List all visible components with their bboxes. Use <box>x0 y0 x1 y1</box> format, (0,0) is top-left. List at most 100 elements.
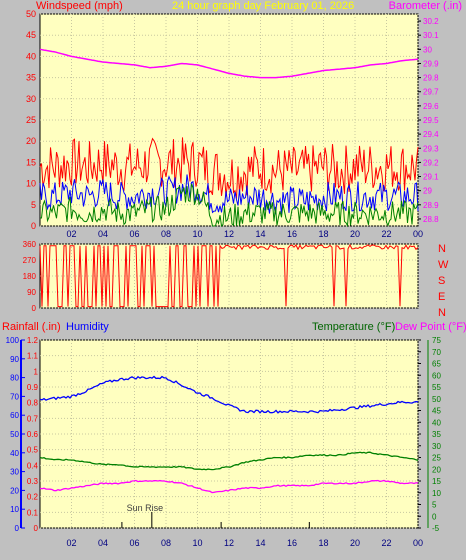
temp-tick-label: 65 <box>432 360 441 369</box>
chart-title: 24 hour graph day February 01, 2026 <box>172 0 354 12</box>
x-tick-label: 16 <box>287 538 297 548</box>
windspeed-tick-label: 20 <box>26 136 36 146</box>
x-tick-label: 02 <box>66 538 76 548</box>
barometer-tick-label: 29.3 <box>423 144 439 153</box>
x-tick-label: 14 <box>255 538 265 548</box>
direction-tick-label: 0 <box>32 304 37 313</box>
x-tick-label: 18 <box>318 229 328 239</box>
rainfall-tick-label: 0.8 <box>27 399 39 408</box>
windspeed-tick-label: 10 <box>26 179 36 189</box>
rainfall-tick-label: 0.3 <box>27 477 39 486</box>
windspeed-tick-label: 30 <box>26 94 36 104</box>
rainfall-tick-label: 1.1 <box>27 352 39 361</box>
rainfall-tick-label: 0 <box>34 524 39 533</box>
rainfall-tick-label: 1 <box>34 367 39 376</box>
direction-tick-label: 270 <box>23 256 37 265</box>
temp-tick-label: 30 <box>432 442 441 451</box>
direction-tick-label: 180 <box>23 272 37 281</box>
rainfall-tick-label: 0.5 <box>27 446 39 455</box>
barometer-tick-label: 30.2 <box>423 17 439 26</box>
temp-tick-label: 10 <box>432 489 441 498</box>
x-tick-label: 22 <box>381 229 391 239</box>
temp-tick-label: 70 <box>432 348 441 357</box>
temperature-line <box>39 479 419 494</box>
wind-series-line <box>40 183 419 228</box>
x-tick-label: 12 <box>224 229 234 239</box>
barometer-tick-label: 29.4 <box>423 130 439 139</box>
rainfall-tick-label: 0.6 <box>27 430 39 439</box>
x-tick-label: 18 <box>318 538 328 548</box>
windspeed-tick-label: 50 <box>26 9 36 19</box>
temp-tick-label: 45 <box>432 407 441 416</box>
rainfall-tick-label: 0.9 <box>27 383 39 392</box>
barometer-tick-label: 30.1 <box>423 31 439 40</box>
barometer-tick-label: 29.5 <box>423 116 439 125</box>
temp-tick-label: 55 <box>432 383 441 392</box>
rainfall-tick-label: 0.2 <box>27 493 39 502</box>
windspeed-tick-label: 25 <box>26 115 36 125</box>
humidity-tick-label: 10 <box>10 505 19 514</box>
x-tick-label: 10 <box>192 229 202 239</box>
rainfall-axis-label: Rainfall (.in) <box>2 321 61 333</box>
windspeed-tick-label: 5 <box>31 200 36 210</box>
windspeed-tick-label: 35 <box>26 73 36 83</box>
barometer-tick-label: 29.2 <box>423 158 439 167</box>
barometer-tick-label: 28.9 <box>423 201 439 210</box>
humidity-tick-label: 90 <box>10 355 19 364</box>
rainfall-tick-label: 0.1 <box>27 508 39 517</box>
humidity-tick-label: 60 <box>10 411 19 420</box>
windspeed-tick-label: 40 <box>26 51 36 61</box>
x-tick-label: 00 <box>413 538 423 548</box>
barometer-tick-label: 29.6 <box>423 102 439 111</box>
temp-tick-label: 5 <box>432 501 437 510</box>
temp-tick-label: -5 <box>432 524 440 533</box>
compass-label: N <box>438 307 446 319</box>
temp-tick-label: 60 <box>432 371 441 380</box>
temp-tick-label: 75 <box>432 336 441 345</box>
x-tick-label: 08 <box>161 229 171 239</box>
barometer-axis-label: Barometer (.in) <box>389 0 462 12</box>
temp-tick-label: 50 <box>432 395 441 404</box>
x-tick-label: 06 <box>129 538 139 548</box>
temp-tick-label: 15 <box>432 477 441 486</box>
temp-tick-label: 35 <box>432 430 441 439</box>
temp-humidity-panel: 010203040506070809010000.10.20.30.40.50.… <box>6 336 442 548</box>
windspeed-tick-label: 45 <box>26 30 36 40</box>
temp-tick-label: 0 <box>432 512 437 521</box>
humidity-tick-label: 20 <box>10 486 19 495</box>
x-tick-label: 20 <box>350 538 360 548</box>
rainfall-tick-label: 1.2 <box>27 336 39 345</box>
humidity-tick-label: 0 <box>15 524 20 533</box>
temp-tick-label: 20 <box>432 465 441 474</box>
compass-label: S <box>438 275 445 287</box>
humidity-tick-label: 70 <box>10 392 19 401</box>
windspeed-tick-label: 15 <box>26 157 36 167</box>
x-tick-label: 04 <box>98 538 108 548</box>
x-tick-label: 12 <box>224 538 234 548</box>
humidity-axis-label: Humidity <box>66 321 109 333</box>
compass-label: W <box>438 259 449 271</box>
x-tick-label: 14 <box>255 229 265 239</box>
humidity-tick-label: 100 <box>6 336 20 345</box>
barometer-line <box>39 48 419 79</box>
temp-tick-label: 40 <box>432 418 441 427</box>
x-tick-label: 00 <box>413 229 423 239</box>
barometer-tick-label: 29.8 <box>423 74 439 83</box>
barometer-tick-label: 29.9 <box>423 59 439 68</box>
humidity-tick-label: 40 <box>10 449 19 458</box>
humidity-line <box>39 375 419 414</box>
windspeed-tick-label: 0 <box>31 221 36 231</box>
barometer-tick-label: 29 <box>423 187 432 196</box>
compass-label: N <box>438 243 446 255</box>
temp-tick-label: 25 <box>432 454 441 463</box>
x-tick-label: 04 <box>98 229 108 239</box>
dewpoint-axis-label: Dew Point (°F) <box>395 321 466 333</box>
x-tick-label: 02 <box>66 229 76 239</box>
x-tick-label: 06 <box>129 229 139 239</box>
direction-tick-label: 360 <box>23 240 37 249</box>
temperature-line <box>39 451 419 471</box>
humidity-tick-label: 30 <box>10 468 19 477</box>
